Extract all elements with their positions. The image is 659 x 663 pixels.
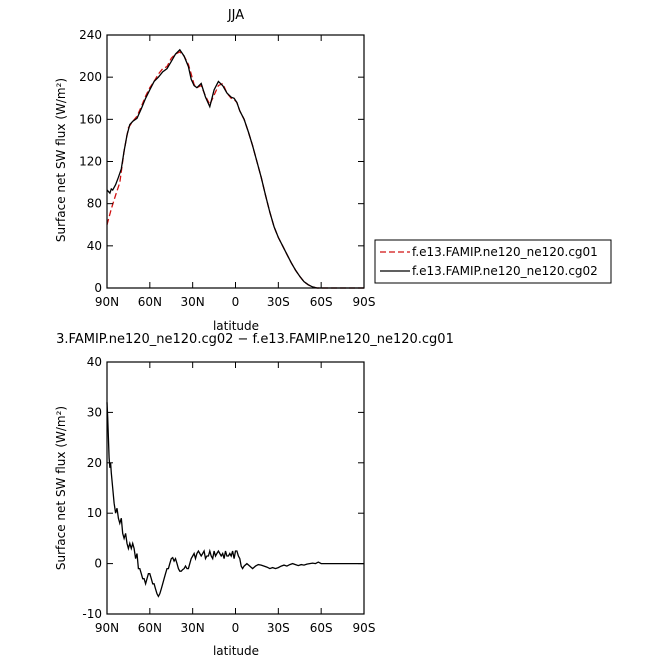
x-tick-label: 60N: [138, 621, 162, 635]
x-tick-label: 0: [232, 295, 240, 309]
x-tick-label: 60S: [310, 295, 333, 309]
y-tick-label: 200: [79, 70, 102, 84]
top-y-axis-label: Surface net SW flux (W/m²): [54, 78, 68, 242]
y-tick-label: 0: [94, 557, 102, 571]
bottom-plot-lines: [106, 402, 364, 598]
bottom-panel: 3.FAMIP.ne120_ne120.cg02 − f.e13.FAMIP.n…: [54, 332, 454, 658]
top-plot-frame: [106, 34, 365, 289]
top-axis-ticks: 90N 60N 30N 0 30S 60S 90S 0 40 80 120 160 200 240: [79, 28, 375, 309]
y-tick-label: 240: [79, 28, 102, 42]
legend: f.e13.FAMIP.ne120_ne120.cg01 f.e13.FAMIP…: [374, 239, 612, 284]
bottom-y-axis-label: Surface net SW flux (W/m²): [54, 406, 68, 570]
y-tick-label: 40: [87, 355, 102, 369]
y-tick-label: 160: [79, 112, 102, 126]
bottom-chart-title: 3.FAMIP.ne120_ne120.cg02 − f.e13.FAMIP.n…: [56, 332, 454, 347]
series-line-0-0: [106, 51, 364, 289]
x-tick-label: 30N: [181, 621, 205, 635]
series-line-0-1: [106, 48, 364, 289]
y-tick-label: 20: [87, 456, 102, 470]
x-tick-label: 60S: [310, 621, 333, 635]
x-tick-label: 0: [232, 621, 240, 635]
top-panel: JJA 90N 60N 30N 0 30S 60S 90S 0 40 80 120 160 200 240…: [54, 8, 375, 333]
legend-label-cg02: f.e13.FAMIP.ne120_ne120.cg02: [412, 264, 598, 278]
x-tick-label: 30N: [181, 295, 205, 309]
series-line-1-0: [106, 402, 364, 598]
x-tick-label: 90S: [353, 621, 376, 635]
legend-box: [374, 239, 612, 284]
x-tick-label: 90N: [95, 621, 119, 635]
y-tick-label: 30: [87, 405, 102, 419]
y-tick-label: 10: [87, 506, 102, 520]
legend-label-cg01: f.e13.FAMIP.ne120_ne120.cg01: [412, 245, 598, 259]
x-tick-label: 90S: [353, 295, 376, 309]
top-x-axis-label: latitude: [213, 319, 259, 333]
x-tick-label: 60N: [138, 295, 162, 309]
x-tick-label: 30S: [267, 295, 290, 309]
bottom-plot-frame: [106, 361, 365, 615]
x-tick-label: 90N: [95, 295, 119, 309]
y-tick-label: 40: [87, 239, 102, 253]
x-tick-label: 30S: [267, 621, 290, 635]
top-plot-lines: [106, 48, 364, 289]
y-tick-label: 120: [79, 155, 102, 169]
y-tick-label: 80: [87, 197, 102, 211]
y-tick-label: -10: [82, 607, 102, 621]
bottom-x-axis-label: latitude: [213, 644, 259, 658]
y-tick-label: 0: [94, 281, 102, 295]
top-chart-title: JJA: [227, 8, 244, 23]
bottom-axis-ticks: 90N 60N 30N 0 30S 60S 90S -10 0 10 20 30 40: [82, 355, 375, 635]
